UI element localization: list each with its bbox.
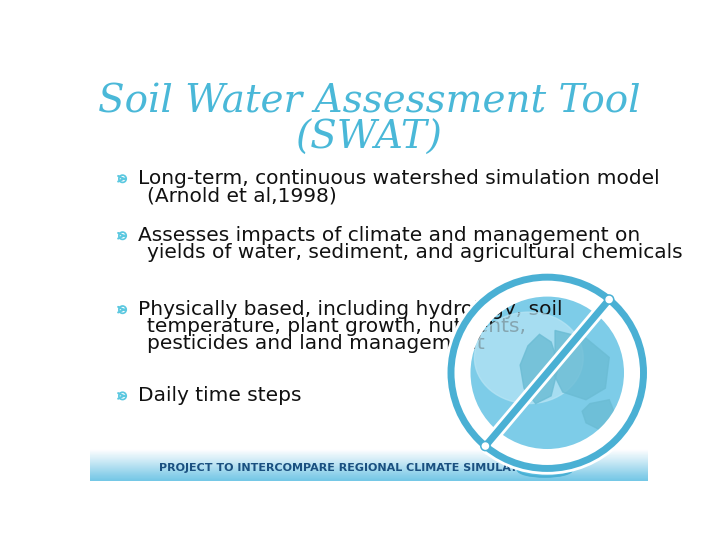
Circle shape <box>119 175 127 183</box>
Circle shape <box>521 346 574 400</box>
Circle shape <box>487 313 608 433</box>
Circle shape <box>475 301 619 444</box>
Ellipse shape <box>605 295 613 304</box>
Circle shape <box>504 329 591 416</box>
Ellipse shape <box>518 463 572 477</box>
Text: Long-term, continuous watershed simulation model: Long-term, continuous watershed simulati… <box>138 169 660 188</box>
Circle shape <box>542 368 552 378</box>
Circle shape <box>546 371 549 374</box>
Circle shape <box>500 326 594 420</box>
Circle shape <box>502 328 593 418</box>
Text: yields of water, sediment, and agricultural chemicals: yields of water, sediment, and agricultu… <box>148 243 683 262</box>
Circle shape <box>527 353 567 393</box>
Polygon shape <box>520 334 559 403</box>
Circle shape <box>470 296 624 449</box>
Text: Daily time steps: Daily time steps <box>138 387 302 406</box>
Circle shape <box>482 308 613 437</box>
Circle shape <box>512 338 582 408</box>
Circle shape <box>507 333 588 413</box>
Circle shape <box>120 177 125 181</box>
Circle shape <box>531 356 564 389</box>
Circle shape <box>539 364 556 381</box>
Circle shape <box>537 363 557 383</box>
Text: Soil Water Assessment Tool: Soil Water Assessment Tool <box>98 83 640 120</box>
Ellipse shape <box>474 312 583 403</box>
Circle shape <box>120 234 125 238</box>
Text: temperature, plant growth, nutrients,: temperature, plant growth, nutrients, <box>148 317 526 336</box>
Text: Physically based, including hydrology, soil: Physically based, including hydrology, s… <box>138 300 562 319</box>
Circle shape <box>536 361 559 384</box>
Circle shape <box>505 331 589 414</box>
Circle shape <box>119 232 127 240</box>
Text: (SWAT): (SWAT) <box>296 119 442 157</box>
Circle shape <box>544 369 551 376</box>
Polygon shape <box>582 400 617 430</box>
Polygon shape <box>551 330 609 400</box>
Circle shape <box>510 336 584 409</box>
Ellipse shape <box>482 443 488 449</box>
Circle shape <box>480 306 614 440</box>
Circle shape <box>484 309 611 436</box>
Circle shape <box>120 308 125 312</box>
Circle shape <box>541 366 554 380</box>
Circle shape <box>509 335 586 411</box>
Circle shape <box>494 320 600 426</box>
Circle shape <box>492 318 603 428</box>
Circle shape <box>517 343 577 403</box>
Circle shape <box>516 341 579 404</box>
Circle shape <box>522 348 572 398</box>
Text: pesticides and land management: pesticides and land management <box>148 334 485 353</box>
Circle shape <box>464 289 631 456</box>
Circle shape <box>479 305 616 441</box>
Circle shape <box>489 315 606 431</box>
Circle shape <box>467 293 628 453</box>
Circle shape <box>472 298 623 448</box>
Circle shape <box>497 323 598 423</box>
Circle shape <box>532 358 562 388</box>
Circle shape <box>519 345 576 401</box>
Circle shape <box>469 295 626 451</box>
Circle shape <box>526 351 569 394</box>
Circle shape <box>499 325 595 421</box>
Circle shape <box>495 321 599 424</box>
Text: PROJECT TO INTERCOMPARE REGIONAL CLIMATE SIMULATIONS: PROJECT TO INTERCOMPARE REGIONAL CLIMATE… <box>159 463 548 473</box>
Ellipse shape <box>481 441 490 451</box>
Circle shape <box>465 291 629 454</box>
Circle shape <box>485 311 609 434</box>
Circle shape <box>524 349 571 396</box>
Ellipse shape <box>606 296 612 302</box>
Bar <box>540 452 549 475</box>
Circle shape <box>534 360 561 386</box>
Circle shape <box>464 289 631 456</box>
Circle shape <box>490 316 604 429</box>
Circle shape <box>120 394 125 398</box>
Circle shape <box>477 303 618 443</box>
Circle shape <box>119 392 127 400</box>
Circle shape <box>474 300 621 446</box>
Circle shape <box>514 340 581 406</box>
Circle shape <box>528 354 566 391</box>
Text: (Arnold et al,1998): (Arnold et al,1998) <box>148 186 337 205</box>
Circle shape <box>119 306 127 314</box>
Text: Assesses impacts of climate and management on: Assesses impacts of climate and manageme… <box>138 226 640 245</box>
